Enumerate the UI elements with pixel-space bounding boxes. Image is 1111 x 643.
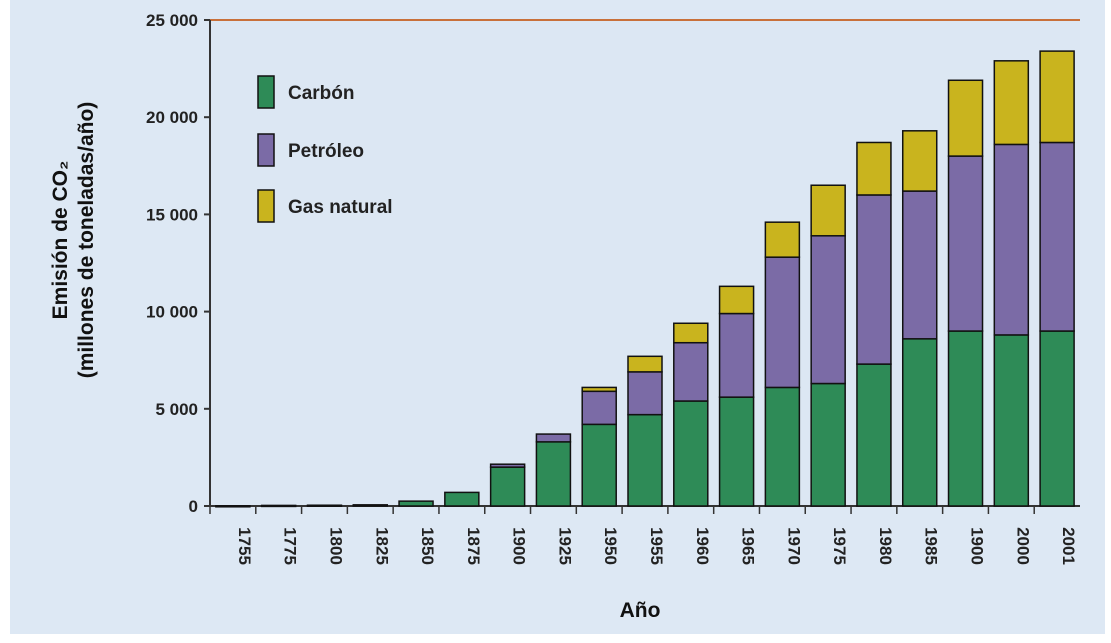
bar-segment-petroleo xyxy=(1039,141,1075,332)
bar-segment-gas-natural xyxy=(718,285,755,315)
bar-segment-gas-natural xyxy=(673,322,709,344)
y-tick-label: 25 000 xyxy=(146,11,198,30)
x-tick-label: 1950 xyxy=(601,527,620,565)
x-tick-label: 1850 xyxy=(418,527,437,565)
bar-segment-gas-natural xyxy=(901,130,938,192)
y-tick-label: 20 000 xyxy=(146,108,198,127)
x-tick-label: 1900 xyxy=(968,527,987,565)
x-tick-label: 1755 xyxy=(235,527,254,565)
bar-segment-carbon xyxy=(306,504,343,507)
x-tick-label: 1955 xyxy=(647,527,666,565)
x-tick-label: 1800 xyxy=(326,527,345,565)
x-tick-label: 1875 xyxy=(464,527,483,565)
bar-segment-carbon xyxy=(352,504,389,507)
bar-segment-carbon xyxy=(947,330,984,507)
legend-swatch-gas-natural xyxy=(257,189,275,223)
bar-segment-petroleo xyxy=(901,190,938,340)
bar-segment-carbon xyxy=(215,505,251,508)
bar-segment-gas-natural xyxy=(856,141,892,196)
x-tick-label: 1925 xyxy=(555,527,574,565)
legend: Carbón Petróleo Gas natural xyxy=(257,75,393,223)
x-tick-label: 1960 xyxy=(693,527,712,565)
bar-segment-gas-natural xyxy=(810,184,846,237)
y-tick-label: 15 000 xyxy=(146,205,198,224)
bar-segment-petroleo xyxy=(810,235,846,385)
bar-segment-gas-natural xyxy=(581,386,617,393)
bar-segment-petroleo xyxy=(993,143,1030,336)
x-tick-label: 2000 xyxy=(1013,527,1032,565)
bar-segment-petroleo xyxy=(489,463,526,468)
bar-segment-carbon xyxy=(489,466,526,507)
x-tick-label: 1985 xyxy=(922,527,941,565)
y-axis-title-line2: (millones de toneladas/año) xyxy=(75,102,98,379)
bar-segment-carbon xyxy=(856,363,892,507)
legend-label-gas-natural: Gas natural xyxy=(288,197,393,218)
x-tick-label: 1900 xyxy=(510,527,529,565)
bar-segment-carbon xyxy=(1039,330,1075,507)
bar-segment-carbon xyxy=(993,334,1030,507)
bar-segment-carbon xyxy=(764,386,801,507)
bar-segment-petroleo xyxy=(856,194,892,365)
bar-segment-carbon xyxy=(627,413,663,507)
bar-segment-carbon xyxy=(810,382,846,507)
bar-segment-petroleo xyxy=(718,312,755,398)
bar-segment-carbon xyxy=(901,338,938,507)
bar-segment-petroleo xyxy=(535,433,572,443)
x-axis-title: Año xyxy=(620,599,661,622)
bar-segment-petroleo xyxy=(947,155,984,332)
legend-label-petroleo: Petróleo xyxy=(288,141,364,162)
bar-segment-gas-natural xyxy=(627,355,663,373)
y-axis-title-line1: Emisión de CO₂ xyxy=(49,161,72,320)
bar-segment-petroleo xyxy=(673,341,709,402)
y-tick-label: 5 000 xyxy=(155,400,198,419)
bar-segment-carbon xyxy=(260,504,297,508)
bar-segment-gas-natural xyxy=(764,221,801,258)
bar-segment-carbon xyxy=(581,423,617,507)
x-tick-label: 2001 xyxy=(1059,527,1078,565)
legend-swatch-petroleo xyxy=(257,133,275,167)
x-tick-label: 1975 xyxy=(830,527,849,565)
bar-segment-carbon xyxy=(673,400,709,507)
x-tick-label: 1965 xyxy=(739,527,758,565)
legend-swatch-carbon xyxy=(257,75,275,109)
bar-segment-carbon xyxy=(444,491,480,507)
bar-segment-carbon xyxy=(398,500,434,507)
x-tick-label: 1825 xyxy=(372,527,391,565)
x-tick-label: 1970 xyxy=(784,527,803,565)
bar-segment-petroleo xyxy=(627,371,663,416)
bar-segment-gas-natural xyxy=(947,79,984,157)
y-tick-label: 10 000 xyxy=(146,303,198,322)
x-tick-label: 1775 xyxy=(281,527,300,565)
x-tick-label: 1980 xyxy=(876,527,895,565)
legend-label-carbon: Carbón xyxy=(288,83,355,104)
bar-segment-gas-natural xyxy=(1039,50,1075,144)
chart-panel: 0 5 000 10 000 15 000 20 000 25 000 1755 1775 1… xyxy=(10,0,1105,634)
bar-segment-gas-natural xyxy=(993,60,1030,146)
bar-segment-carbon xyxy=(718,396,755,507)
y-tick-label: 0 xyxy=(189,497,198,516)
co2-emissions-chart: 0 5 000 10 000 15 000 20 000 25 000 1755 1775 1… xyxy=(49,11,1080,622)
bar-segment-petroleo xyxy=(764,256,801,389)
bar-segment-petroleo xyxy=(581,390,617,426)
bar-segment-carbon xyxy=(535,441,572,507)
